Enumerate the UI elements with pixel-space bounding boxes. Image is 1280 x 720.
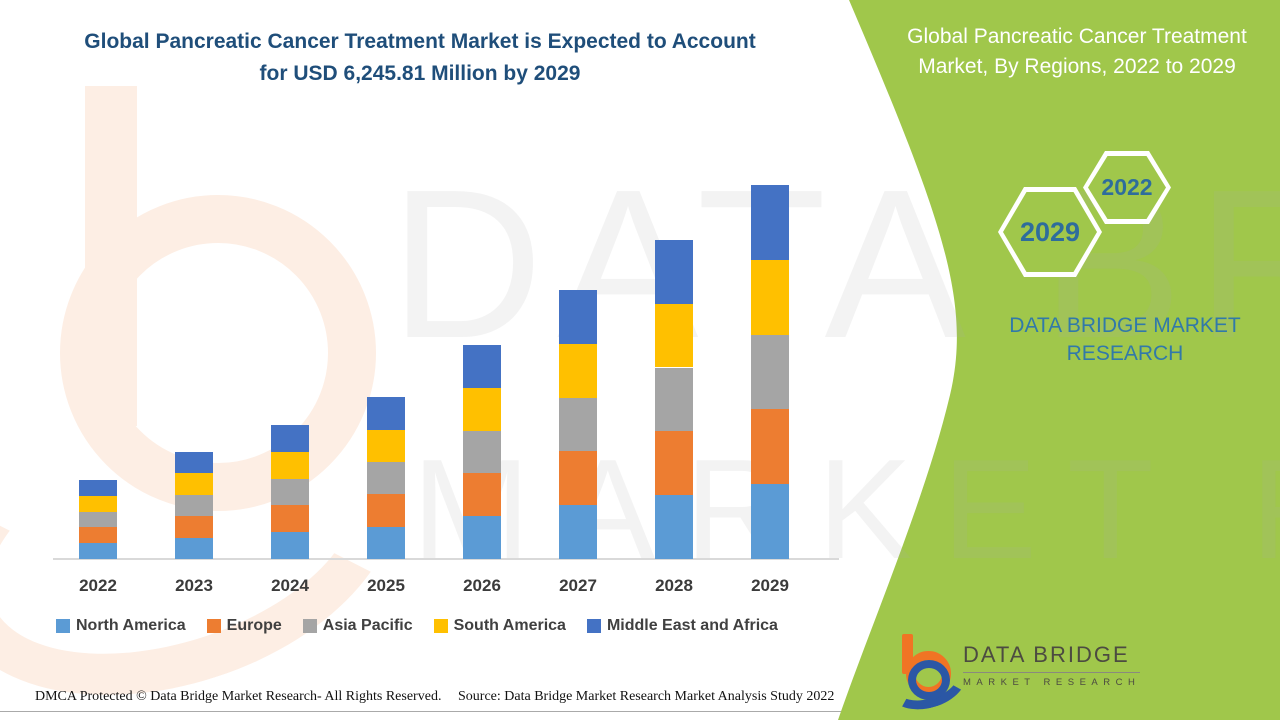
logo-text-block: DATA BRIDGE MARKET RESEARCH [963, 634, 1141, 688]
bar-segment-middle-east-and-africa-2023 [175, 451, 213, 474]
bar-segment-south-america-2029 [751, 259, 789, 335]
bar-segment-middle-east-and-africa-2028 [655, 239, 693, 304]
bar-segment-north-america-2027 [559, 505, 597, 559]
hexagon-badge-2029: 2029 [998, 187, 1102, 277]
bar-segment-south-america-2023 [175, 473, 213, 495]
bar-segment-south-america-2027 [559, 343, 597, 398]
brand-text: DATA BRIDGE MARKET RESEARCH [1009, 314, 1241, 365]
x-axis-label-2029: 2029 [751, 576, 789, 595]
bar-segment-middle-east-and-africa-2022 [79, 479, 117, 496]
footer-source-text: Source: Data Bridge Market Research Mark… [458, 689, 835, 704]
bar-segment-north-america-2026 [463, 516, 501, 559]
legend-item-europe: Europe [206, 617, 282, 635]
x-axis-label-2027: 2027 [559, 576, 597, 595]
legend-swatch-icon [56, 619, 70, 633]
hexagon-fill [1088, 156, 1166, 219]
legend-label: Middle East and Africa [606, 617, 778, 634]
bar-segment-asia-pacific-2025 [367, 461, 405, 495]
bar-segment-north-america-2023 [175, 537, 213, 559]
bar-segment-europe-2024 [271, 505, 309, 533]
bar-segment-south-america-2022 [79, 495, 117, 512]
x-axis-label-2026: 2026 [463, 576, 501, 595]
bar-segment-middle-east-and-africa-2026 [463, 344, 501, 388]
legend-swatch-icon [433, 619, 448, 633]
bar-segment-asia-pacific-2028 [655, 367, 693, 432]
x-axis-baseline [53, 558, 839, 560]
bar-segment-asia-pacific-2022 [79, 511, 117, 528]
data-bridge-logo-icon [881, 634, 973, 719]
bar-segment-middle-east-and-africa-2025 [367, 397, 405, 430]
banner-title: Global Pancreatic Cancer Treatment Marke… [907, 25, 1247, 78]
x-axis-label-2023: 2023 [175, 576, 213, 595]
bar-segment-north-america-2028 [655, 495, 693, 559]
chart-legend: North America Europe Asia Pacific South Ame… [56, 617, 778, 635]
data-bridge-logo: DATA BRIDGE MARKET RESEARCH [881, 634, 1141, 719]
bar-segment-europe-2029 [751, 409, 789, 485]
bar-segment-south-america-2028 [655, 303, 693, 368]
footer-dmca-text: DMCA Protected © Data Bridge Market Rese… [35, 689, 442, 704]
bar-segment-middle-east-and-africa-2027 [559, 290, 597, 344]
hexagon-year-label: 2022 [1101, 174, 1153, 200]
bar-segment-europe-2028 [655, 431, 693, 496]
legend-swatch-icon [206, 619, 221, 633]
bar-segment-north-america-2024 [271, 532, 309, 559]
bar-segment-south-america-2025 [367, 429, 405, 462]
bottom-divider-line [0, 711, 1280, 712]
bar-segment-middle-east-and-africa-2024 [271, 424, 309, 452]
bar-segment-europe-2025 [367, 494, 405, 527]
legend-label: North America [76, 617, 186, 634]
bar-segment-asia-pacific-2027 [559, 397, 597, 452]
logo-subtitle: MARKET RESEARCH [963, 677, 1141, 688]
bar-segment-europe-2023 [175, 516, 213, 538]
bar-segment-asia-pacific-2024 [271, 478, 309, 506]
bar-segment-south-america-2024 [271, 451, 309, 479]
bar-segment-north-america-2022 [79, 543, 117, 559]
legend-item-south-america: South America [433, 617, 566, 635]
bar-segment-europe-2026 [463, 473, 501, 517]
x-axis-label-2025: 2025 [367, 576, 405, 595]
x-axis-label-2024: 2024 [271, 576, 309, 595]
bar-segment-north-america-2029 [751, 484, 789, 559]
logo-title: DATA BRIDGE [963, 642, 1141, 673]
legend-item-middle-east-and-africa: Middle East and Africa [586, 617, 778, 635]
bar-segment-europe-2022 [79, 527, 117, 544]
bar-segment-asia-pacific-2026 [463, 430, 501, 474]
bar-segment-middle-east-and-africa-2029 [751, 185, 789, 260]
hexagon-year-label: 2029 [1019, 216, 1081, 247]
bar-segment-asia-pacific-2029 [751, 334, 789, 410]
bar-segment-north-america-2025 [367, 526, 405, 559]
legend-item-asia-pacific: Asia Pacific [302, 617, 413, 635]
legend-item-north-america: North America [56, 617, 186, 635]
legend-label: Europe [226, 617, 282, 634]
legend-swatch-icon [586, 619, 601, 633]
x-axis-label-2028: 2028 [655, 576, 693, 595]
legend-swatch-icon [302, 619, 317, 633]
legend-label: South America [453, 617, 566, 634]
page-title: Global Pancreatic Cancer Treatment Marke… [84, 30, 756, 85]
logo-blue-bowl-icon [908, 660, 950, 700]
x-axis-label-2022: 2022 [79, 576, 117, 595]
bar-segment-south-america-2026 [463, 387, 501, 431]
bar-segment-europe-2027 [559, 451, 597, 506]
stacked-bar-chart: 2022 2023 2024 2025 2026 2027 2028 2029 [53, 185, 839, 595]
bar-segment-asia-pacific-2023 [175, 494, 213, 517]
logo-b-stem-icon [902, 634, 913, 674]
hexagon-badge-2022: 2022 [1083, 151, 1171, 224]
legend-label: Asia Pacific [322, 617, 413, 634]
